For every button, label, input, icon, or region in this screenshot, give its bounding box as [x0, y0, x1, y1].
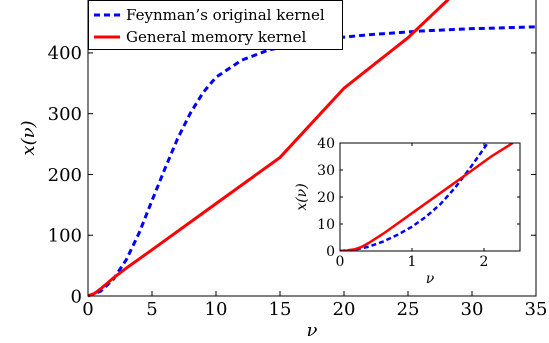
inset-x-tick-label: 0 [336, 254, 345, 270]
inset-background [340, 143, 520, 251]
main-x-tick-label: 25 [397, 299, 420, 320]
legend-label-feynman: Feynman’s original kernel [126, 6, 325, 24]
main-plot: 051015202530350100200300400500νx(ν) [18, 0, 547, 341]
main-y-tick-label: 200 [48, 165, 82, 186]
main-y-tick-label: 300 [48, 104, 82, 125]
main-y-tick-label: 400 [48, 43, 82, 64]
legend-label-general-memory: General memory kernel [126, 28, 307, 46]
main-x-axis-label: ν [307, 320, 318, 341]
inset-y-tick-label: 10 [317, 217, 335, 233]
inset-x-tick-label: 1 [408, 254, 417, 270]
inset-series-line-general-memory [340, 143, 514, 251]
main-x-tick-label: 15 [269, 299, 292, 320]
legend-box [88, 0, 343, 50]
inset-y-tick-label: 30 [317, 163, 335, 179]
main-x-tick-label: 10 [205, 299, 228, 320]
inset-series-group [340, 143, 514, 251]
inset-y-tick-label: 40 [317, 136, 335, 152]
main-x-tick-label: 30 [461, 299, 484, 320]
main-x-tick-label: 0 [82, 299, 93, 320]
main-x-tick-label: 35 [525, 299, 548, 320]
main-series-group [88, 0, 536, 298]
main-y-tick-label: 0 [71, 286, 82, 307]
main-x-tick-label: 20 [333, 299, 356, 320]
main-y-tick-label: 500 [48, 0, 82, 3]
main-x-tick-label: 5 [146, 299, 157, 320]
inset-x-tick-label: 2 [480, 254, 489, 270]
main-series-line-feynman [88, 25, 536, 298]
main-y-axis-label: x(ν) [18, 120, 39, 155]
inset-y-tick-label: 20 [317, 190, 335, 206]
inset-x-axis-label: ν [426, 271, 435, 287]
inset-y-axis-label: x(ν) [294, 183, 310, 210]
legend: Feynman’s original kernel General memory … [88, 0, 343, 50]
main-series-line-general-memory [88, 0, 450, 298]
main-y-tick-label: 100 [48, 226, 82, 247]
inset-series-line-feynman [340, 143, 489, 251]
main-axes-frame [87, 0, 537, 297]
inset-y-tick-label: 0 [326, 244, 335, 260]
